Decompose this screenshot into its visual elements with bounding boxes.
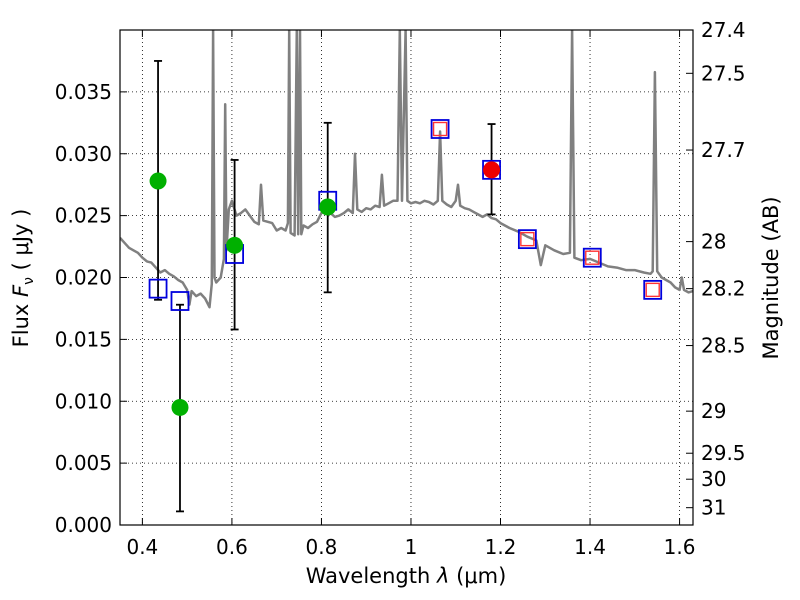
x-axis-title-prefix: Wavelength xyxy=(306,564,437,588)
x-axis-title-suffix: (μm) xyxy=(449,564,506,588)
tick-labels: 0.4 0.6 0.8 1 1.2 1.4 1.6 0.000 0.005 0.010 0.015 0… xyxy=(55,18,746,559)
y-axis-title-prefix: Flux xyxy=(9,297,33,347)
y-axis-title-suffix: ( μJy ) xyxy=(9,209,33,277)
tick-marks xyxy=(120,29,693,526)
x-tick-label: 1.6 xyxy=(664,535,696,559)
y-tick-label: 0.030 xyxy=(55,142,112,166)
y-tick-label: 0.010 xyxy=(55,389,112,413)
y-axis-title-symbol: F xyxy=(9,284,33,297)
y2-axis-title: Magnitude (AB) xyxy=(759,196,783,359)
y2-tick-label: 30 xyxy=(701,467,726,491)
x-tick-label: 1 xyxy=(405,535,418,559)
y2-tick-label: 28 xyxy=(701,230,726,254)
y-tick-label: 0.025 xyxy=(55,204,112,228)
y-tick-label: 0.020 xyxy=(55,266,112,290)
y-tick-label: 0.005 xyxy=(55,451,112,475)
x-tick-label: 1.4 xyxy=(574,535,606,559)
spectrum-line-group xyxy=(120,30,693,309)
model-square-inner-marker xyxy=(520,231,535,247)
y2-tick-label: 27.4 xyxy=(701,18,746,42)
x-axis-title-symbol: λ xyxy=(436,564,449,588)
x-tick-label: 0.4 xyxy=(126,535,158,559)
marker-group xyxy=(148,119,663,416)
model-square-inner-marker xyxy=(432,121,448,137)
spectrum-line xyxy=(120,30,693,309)
y2-tick-label: 29 xyxy=(701,399,726,423)
y-tick-label: 0.000 xyxy=(55,513,112,537)
detection-circle-marker xyxy=(483,161,501,179)
x-axis-title: Wavelength λ (μm) xyxy=(306,564,507,588)
y-tick-label: 0.015 xyxy=(55,327,112,351)
model-square-marker xyxy=(170,291,190,311)
x-tick-label: 0.6 xyxy=(216,535,248,559)
detection-circle-marker xyxy=(149,172,167,190)
x-tick-label: 0.8 xyxy=(306,535,338,559)
x-tick-label: 1.2 xyxy=(485,535,517,559)
grid-lines xyxy=(120,30,693,526)
y2-tick-label: 27.5 xyxy=(701,61,746,85)
detection-circle-marker xyxy=(171,398,189,416)
model-square-marker xyxy=(430,119,450,139)
y2-tick-label: 27.7 xyxy=(701,138,746,162)
y2-tick-label: 28.2 xyxy=(701,277,746,301)
model-square-marker xyxy=(148,278,168,299)
model-square-inner-marker xyxy=(645,282,660,298)
error-bar-group xyxy=(154,60,496,513)
model-square-marker xyxy=(582,247,602,268)
y-tick-label: 0.035 xyxy=(55,80,112,104)
y2-tick-label: 28.5 xyxy=(701,334,746,358)
model-square-inner-marker xyxy=(585,250,600,265)
model-square-marker xyxy=(643,279,663,300)
y-axis-title: Flux Fν ( μJy ) xyxy=(9,209,37,348)
y2-tick-label: 29.5 xyxy=(701,441,746,465)
y2-tick-label: 31 xyxy=(701,496,726,520)
y-axis-title-subscript: ν xyxy=(21,277,37,285)
detection-circle-marker xyxy=(319,198,337,216)
model-square-marker xyxy=(517,229,537,250)
detection-circle-marker xyxy=(226,236,244,254)
